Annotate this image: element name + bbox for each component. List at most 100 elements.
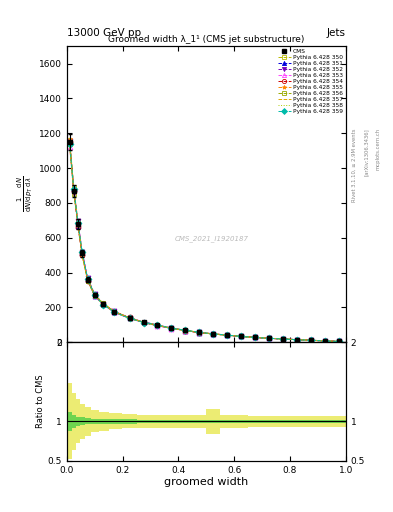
- X-axis label: groomed width: groomed width: [164, 477, 248, 487]
- Pythia 6.428 354: [323, 338, 327, 344]
- Pythia 6.428 350: [309, 337, 313, 344]
- Pythia 6.428 353: [183, 328, 188, 334]
- Pythia 6.428 354: [267, 335, 272, 342]
- Pythia 6.428 353: [211, 331, 216, 337]
- Pythia 6.428 350: [169, 325, 174, 331]
- Pythia 6.428 353: [295, 336, 299, 343]
- Pythia 6.428 355: [155, 323, 160, 329]
- Pythia 6.428 356: [295, 337, 299, 343]
- Bar: [318, 416, 332, 427]
- Pythia 6.428 350: [239, 333, 244, 339]
- Pythia 6.428 357: [169, 326, 174, 332]
- Pythia 6.428 358: [75, 222, 80, 228]
- Bar: [80, 417, 85, 425]
- Pythia 6.428 351: [225, 332, 230, 338]
- Bar: [67, 383, 72, 459]
- Line: Pythia 6.428 351: Pythia 6.428 351: [67, 140, 341, 344]
- Pythia 6.428 358: [197, 330, 202, 336]
- Pythia 6.428 359: [67, 141, 72, 147]
- Pythia 6.428 359: [336, 338, 341, 345]
- Pythia 6.428 359: [253, 334, 257, 340]
- Pythia 6.428 355: [211, 331, 216, 337]
- Bar: [206, 409, 220, 434]
- Pythia 6.428 350: [67, 140, 72, 146]
- Pythia 6.428 353: [112, 309, 117, 315]
- Pythia 6.428 359: [309, 337, 313, 344]
- Pythia 6.428 352: [281, 336, 285, 342]
- Pythia 6.428 352: [253, 334, 257, 340]
- Pythia 6.428 358: [101, 300, 105, 306]
- Pythia 6.428 353: [253, 334, 257, 340]
- Pythia 6.428 353: [309, 337, 313, 343]
- Text: [arXiv:1306.3436]: [arXiv:1306.3436]: [364, 128, 369, 176]
- Bar: [290, 420, 304, 423]
- Pythia 6.428 350: [141, 319, 146, 325]
- Pythia 6.428 350: [155, 323, 160, 329]
- Pythia 6.428 357: [67, 143, 72, 150]
- Pythia 6.428 358: [336, 338, 341, 345]
- Pythia 6.428 358: [112, 308, 117, 314]
- Pythia 6.428 355: [225, 332, 230, 338]
- Pythia 6.428 354: [141, 319, 146, 326]
- Pythia 6.428 354: [72, 188, 76, 195]
- Pythia 6.428 355: [183, 328, 188, 334]
- Pythia 6.428 359: [80, 249, 84, 255]
- Pythia 6.428 351: [281, 336, 285, 342]
- Bar: [67, 412, 72, 431]
- Pythia 6.428 356: [67, 141, 72, 147]
- Pythia 6.428 358: [80, 251, 84, 257]
- Pythia 6.428 357: [295, 336, 299, 343]
- Pythia 6.428 358: [239, 333, 244, 339]
- Pythia 6.428 351: [169, 325, 174, 331]
- Bar: [164, 420, 178, 423]
- Pythia 6.428 350: [267, 335, 272, 342]
- Pythia 6.428 354: [92, 292, 97, 298]
- Pythia 6.428 350: [101, 302, 105, 308]
- Pythia 6.428 354: [127, 314, 132, 321]
- Pythia 6.428 357: [72, 187, 76, 193]
- Pythia 6.428 356: [211, 331, 216, 337]
- Pythia 6.428 354: [225, 332, 230, 338]
- Pythia 6.428 350: [183, 327, 188, 333]
- Pythia 6.428 359: [72, 186, 76, 192]
- Line: Pythia 6.428 354: Pythia 6.428 354: [67, 139, 341, 344]
- Pythia 6.428 352: [67, 138, 72, 144]
- Pythia 6.428 352: [323, 338, 327, 344]
- Pythia 6.428 358: [127, 315, 132, 321]
- Text: mcplots.cern.ch: mcplots.cern.ch: [375, 128, 380, 170]
- Bar: [72, 415, 76, 428]
- Pythia 6.428 352: [75, 218, 80, 224]
- Pythia 6.428 356: [281, 336, 285, 342]
- Pythia 6.428 359: [141, 319, 146, 326]
- Pythia 6.428 354: [295, 336, 299, 343]
- Pythia 6.428 359: [281, 336, 285, 342]
- Pythia 6.428 356: [85, 278, 90, 284]
- Pythia 6.428 358: [183, 327, 188, 333]
- Pythia 6.428 352: [72, 190, 76, 196]
- Pythia 6.428 353: [72, 185, 76, 191]
- Pythia 6.428 350: [336, 338, 341, 345]
- Pythia 6.428 357: [281, 336, 285, 342]
- Pythia 6.428 353: [267, 335, 272, 342]
- Pythia 6.428 354: [75, 224, 80, 230]
- Pythia 6.428 351: [101, 301, 105, 307]
- Pythia 6.428 352: [155, 323, 160, 329]
- Bar: [178, 415, 193, 428]
- Pythia 6.428 355: [92, 292, 97, 298]
- Text: Jets: Jets: [327, 28, 346, 38]
- Pythia 6.428 355: [267, 335, 272, 342]
- Pythia 6.428 358: [72, 187, 76, 193]
- Bar: [276, 420, 290, 423]
- Pythia 6.428 350: [80, 250, 84, 256]
- Pythia 6.428 355: [197, 329, 202, 335]
- Bar: [76, 399, 80, 443]
- Pythia 6.428 350: [211, 331, 216, 337]
- Pythia 6.428 354: [183, 328, 188, 334]
- Bar: [193, 420, 206, 423]
- Pythia 6.428 350: [225, 332, 230, 338]
- Pythia 6.428 359: [295, 337, 299, 343]
- Text: CMS_2021_I1920187: CMS_2021_I1920187: [175, 235, 249, 242]
- Pythia 6.428 351: [72, 185, 76, 191]
- Pythia 6.428 358: [309, 337, 313, 344]
- Pythia 6.428 358: [295, 336, 299, 343]
